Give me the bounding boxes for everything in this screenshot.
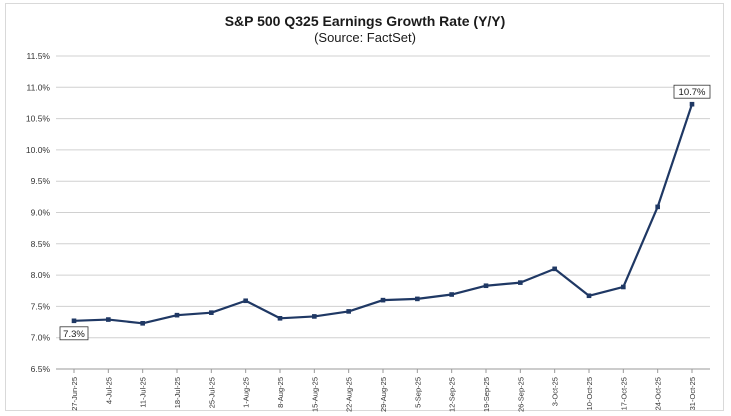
- x-tick-label: 12-Sep-25: [448, 377, 457, 412]
- y-tick-label: 11.0%: [27, 82, 51, 92]
- chart-subtitle: (Source: FactSet): [314, 30, 416, 45]
- data-point: [655, 204, 660, 210]
- annotations: 7.3% 10.7%: [59, 84, 711, 341]
- data-callout: 10.7%: [673, 84, 711, 99]
- y-tick-label: 10.5%: [26, 114, 51, 124]
- x-tick-label: 29-Aug-25: [379, 377, 388, 412]
- y-tick-label: 8.0%: [31, 270, 51, 280]
- data-point: [415, 296, 420, 302]
- x-tick-label: 3-Oct-25: [551, 377, 560, 406]
- y-tick-label: 9.0%: [31, 208, 51, 218]
- data-series: [71, 101, 695, 326]
- data-point: [483, 283, 489, 289]
- y-tick-label: 7.5%: [31, 301, 51, 311]
- callout-box: [59, 326, 89, 341]
- x-tick-label: 18-Jul-25: [173, 377, 182, 408]
- y-tick-label: 8.5%: [31, 239, 51, 249]
- data-point: [71, 318, 77, 324]
- x-axis-tick-labels: 27-Jun-25 4-Jul-25 11-Jul-25 18-Jul-25 25-Ju…: [70, 369, 697, 412]
- data-point: [380, 297, 386, 303]
- x-tick-label: 31-Oct-25: [688, 377, 697, 410]
- x-tick-label: 22-Aug-25: [345, 377, 354, 412]
- data-point: [312, 314, 317, 319]
- data-point: [346, 309, 351, 314]
- data-point: [277, 315, 283, 321]
- data-point: [621, 284, 626, 290]
- x-tick-label: 27-Jun-25: [70, 377, 79, 411]
- x-tick-label: 5-Sep-25: [413, 377, 422, 408]
- data-point: [518, 280, 523, 285]
- data-point: [586, 293, 592, 299]
- data-callout: 7.3%: [59, 326, 89, 341]
- y-tick-label: 6.5%: [31, 364, 51, 374]
- data-point: [106, 317, 111, 322]
- data-point: [449, 292, 454, 297]
- x-tick-label: 15-Aug-25: [310, 377, 319, 412]
- y-tick-label: 10.0%: [26, 145, 51, 155]
- series-line: [73, 103, 694, 325]
- x-tick-label: 8-Aug-25: [276, 377, 285, 408]
- y-tick-label: 9.5%: [31, 176, 51, 186]
- x-tick-label: 4-Jul-25: [104, 377, 113, 404]
- x-tick-label: 26-Sep-25: [516, 377, 525, 412]
- data-point: [174, 312, 180, 318]
- chart-frame: [5, 3, 724, 411]
- data-point: [243, 298, 248, 304]
- x-tick-label: 24-Oct-25: [654, 377, 663, 410]
- callout-box: [673, 84, 711, 99]
- callout-label: 10.7%: [679, 87, 706, 98]
- data-point: [689, 101, 695, 107]
- x-tick-label: 1-Aug-25: [242, 377, 251, 408]
- y-axis-tick-labels: 6.5% 7.0% 7.5% 8.0% 8.5% 9.0% 9.5% 10.0% 10.5% 11…: [26, 51, 51, 374]
- data-point: [209, 310, 214, 315]
- data-point: [552, 266, 557, 272]
- x-tick-label: 19-Sep-25: [482, 377, 491, 412]
- x-tick-label: 10-Oct-25: [585, 377, 594, 410]
- x-tick-label: 17-Oct-25: [619, 377, 628, 410]
- x-tick-label: 11-Jul-25: [139, 377, 148, 408]
- data-point: [140, 321, 145, 326]
- y-tick-label: 7.0%: [31, 333, 51, 343]
- chart-title: S&P 500 Q325 Earnings Growth Rate (Y/Y): [225, 13, 506, 29]
- x-tick-label: 25-Jul-25: [207, 377, 216, 408]
- y-tick-label: 11.5%: [27, 51, 51, 61]
- gridlines: [56, 55, 710, 370]
- callout-label: 7.3%: [63, 329, 85, 340]
